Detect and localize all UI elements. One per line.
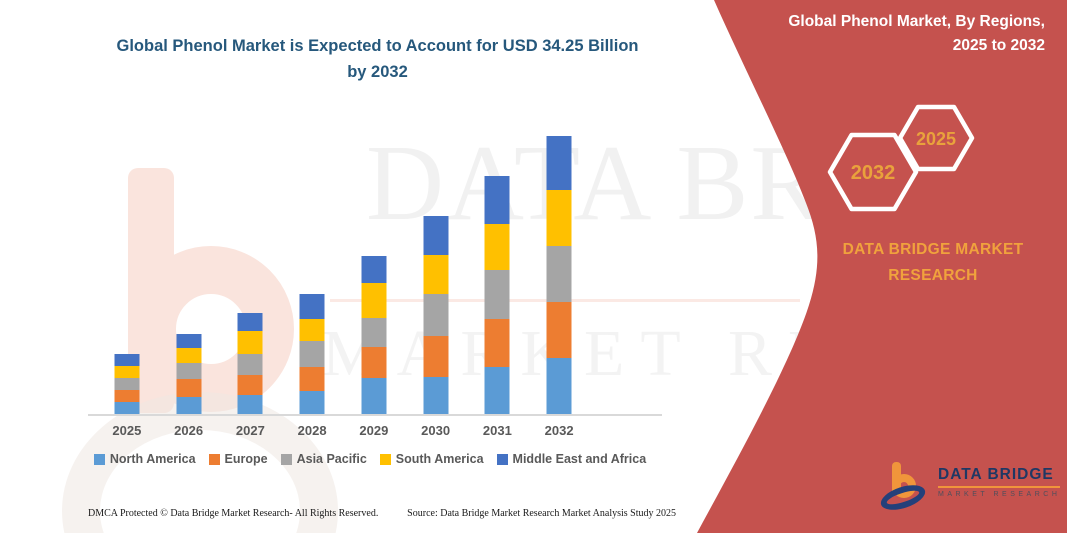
legend-marker-icon xyxy=(280,453,292,465)
legend-label: South America xyxy=(395,452,484,466)
logo-subtitle: MARKET RESEARCH xyxy=(938,491,1061,498)
bar-segment-2031-south-america xyxy=(484,224,510,271)
stacked-bar-2030 xyxy=(423,215,449,414)
bar-segment-2028-europe xyxy=(299,366,325,392)
hexagon-2032: 2032 xyxy=(827,132,919,212)
red-panel-shape xyxy=(697,0,1067,533)
stacked-bar-2032 xyxy=(546,136,572,414)
legend-label: Middle East and Africa xyxy=(512,452,647,466)
logo-swoosh-ellipse xyxy=(877,480,929,515)
bar-segment-2026-middle-east-and-africa xyxy=(176,334,202,348)
logo-name: DATA BRIDGE xyxy=(938,466,1061,488)
bar-slot-2032: 2032 xyxy=(528,118,590,438)
data-bridge-logo: DATA BRIDGE MARKET RESEARCH xyxy=(877,460,1062,520)
bar-segment-2030-europe xyxy=(423,336,449,377)
chart-title: Global Phenol Market is Expected to Acco… xyxy=(116,37,639,81)
bar-segment-2031-middle-east-and-africa xyxy=(484,176,510,225)
bar-segment-2029-middle-east-and-africa xyxy=(361,255,387,284)
bar-segment-2032-europe xyxy=(546,302,572,358)
logo-b-bowl xyxy=(892,474,916,498)
bar-slot-2030: 2030 xyxy=(405,118,467,438)
hexagon-2025-outline xyxy=(897,104,975,172)
bar-segment-2026-south-america xyxy=(176,347,202,363)
data-bridge-logo-icon xyxy=(877,462,930,515)
panel-brand-text: DATA BRIDGE MARKET RESEARCH xyxy=(842,241,1024,284)
bar-segment-2032-north-america xyxy=(546,358,572,414)
x-axis-label-2032: 2032 xyxy=(544,423,574,438)
hexagon-2032-outline xyxy=(827,132,919,212)
x-axis-label-2031: 2031 xyxy=(482,423,512,438)
bar-segment-2031-north-america xyxy=(484,366,510,414)
x-axis-line xyxy=(88,414,662,416)
bar-segment-2025-asia-pacific xyxy=(114,378,140,391)
bar-segment-2031-europe xyxy=(484,319,510,367)
logo-text-block: DATA BRIDGE MARKET RESEARCH xyxy=(938,466,1061,498)
panel-title: Global Phenol Market, By Regions, 2025 t… xyxy=(788,13,1045,55)
bar-segment-2029-asia-pacific xyxy=(361,318,387,348)
bar-segment-2028-south-america xyxy=(299,319,325,342)
bar-segment-2031-asia-pacific xyxy=(484,270,510,320)
bar-segment-2029-north-america xyxy=(361,378,387,414)
footer-source-text: Source: Data Bridge Market Research Mark… xyxy=(407,508,676,519)
hexagon-2032-label: 2032 xyxy=(851,162,896,184)
x-axis-label-2030: 2030 xyxy=(421,423,451,438)
bar-segment-2032-asia-pacific xyxy=(546,246,572,303)
legend-item-europe: Europe xyxy=(208,452,268,466)
footer: DMCA Protected © Data Bridge Market Rese… xyxy=(88,508,676,519)
legend-item-south-america: South America xyxy=(379,452,484,466)
bar-segment-2030-south-america xyxy=(423,254,449,294)
bar-segment-2032-middle-east-and-africa xyxy=(546,136,572,190)
bar-segment-2030-middle-east-and-africa xyxy=(423,215,449,255)
stacked-bar-2031 xyxy=(484,176,510,414)
bar-slot-2031: 2031 xyxy=(467,118,529,438)
legend-marker-icon xyxy=(379,453,391,465)
legend-marker-icon xyxy=(208,453,220,465)
legend-item-middle-east-and-africa: Middle East and Africa xyxy=(496,452,647,466)
bar-segment-2030-north-america xyxy=(423,376,449,414)
bar-segment-2028-asia-pacific xyxy=(299,341,325,367)
bar-segment-2025-middle-east-and-africa xyxy=(114,354,140,367)
x-axis-label-2029: 2029 xyxy=(359,423,389,438)
bar-segment-2028-middle-east-and-africa xyxy=(299,294,325,320)
legend-label: North America xyxy=(109,452,196,466)
hexagon-2025: 2025 xyxy=(897,104,975,172)
legend-label: Europe xyxy=(224,452,268,466)
footer-dmca-text: DMCA Protected © Data Bridge Market Rese… xyxy=(88,508,379,519)
legend-marker-icon xyxy=(496,453,508,465)
bar-segment-2029-europe xyxy=(361,347,387,379)
hexagon-2025-label: 2025 xyxy=(916,129,956,149)
bar-segment-2032-south-america xyxy=(546,189,572,247)
